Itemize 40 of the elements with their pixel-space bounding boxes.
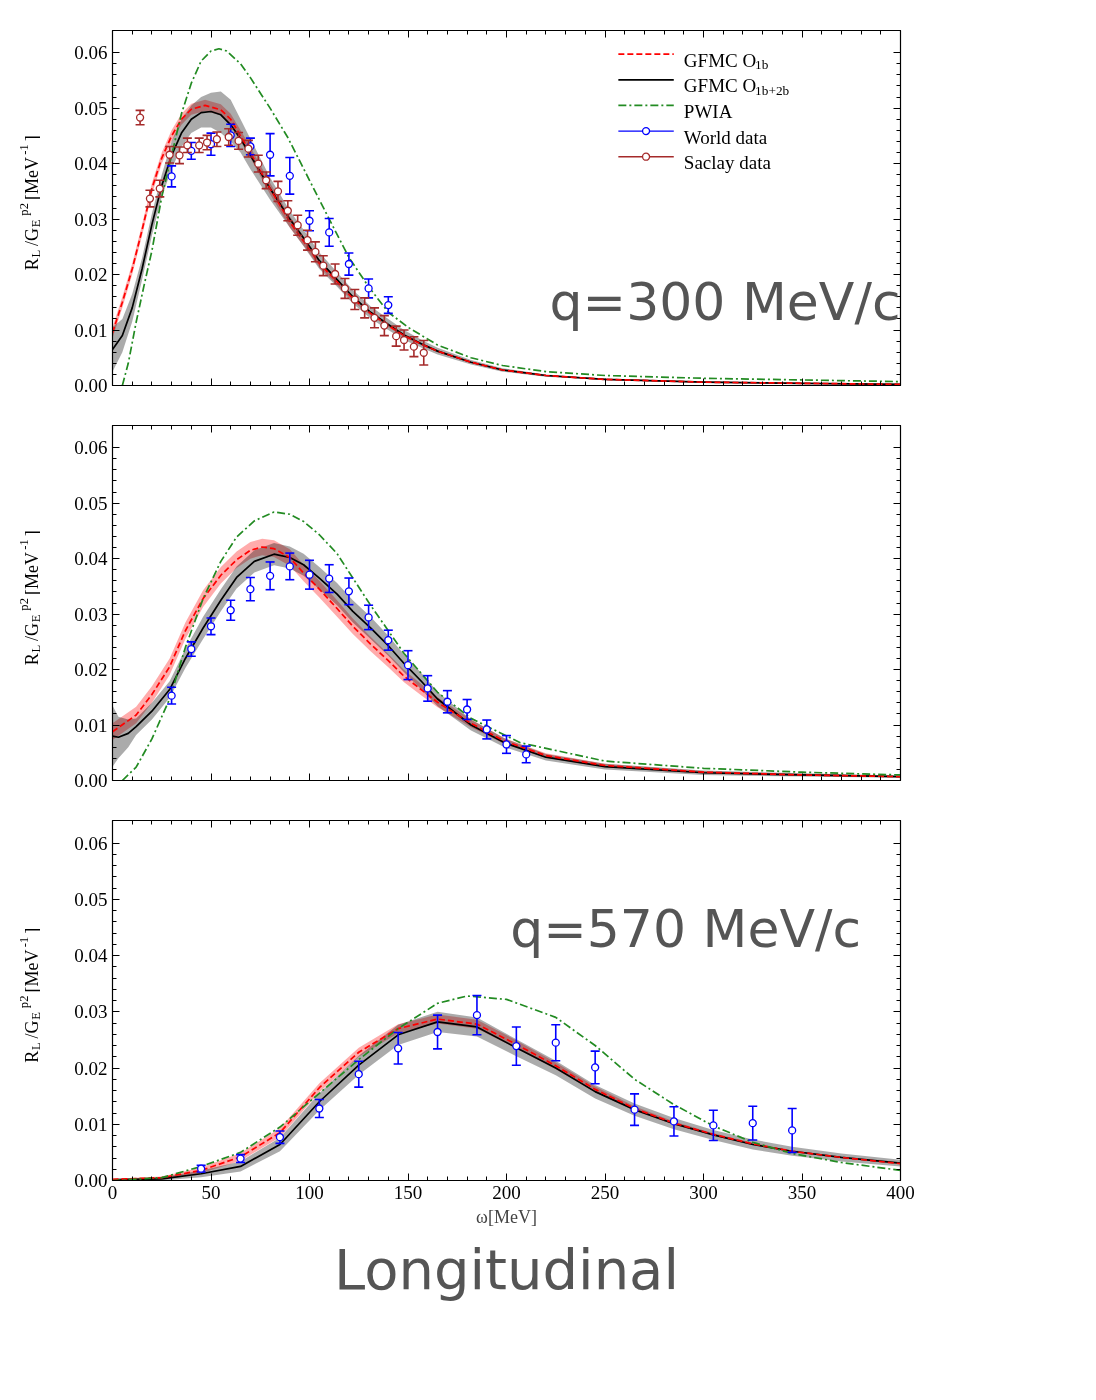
y-tick-label: 0.04 (74, 153, 108, 175)
annotation: q=300 MeV/c (549, 272, 901, 333)
x-tick-label: 300 (689, 1181, 718, 1203)
y-tick-label: 0.00 (74, 375, 108, 396)
y-tick-label: 0.03 (74, 1001, 108, 1023)
y-tick-label: 0.00 (74, 770, 108, 791)
y-tick-label: 0.03 (74, 208, 108, 230)
y-tick-label: 0.05 (74, 492, 108, 514)
y-axis-title: RL/GEp2 [MeV-1] (16, 530, 43, 666)
y-tick-label: 0.02 (74, 264, 108, 286)
legend-label: Saclay data (683, 152, 772, 174)
x-tick-label: 250 (590, 1181, 620, 1203)
y-tick-label: 0.06 (74, 437, 108, 459)
y-tick-label: 0.02 (74, 1057, 108, 1079)
y-tick-label: 0.04 (74, 548, 108, 570)
y-tick-label: 0.06 (74, 42, 108, 64)
y-tick-label: 0.01 (74, 319, 108, 341)
x-tick-label: 50 (201, 1181, 221, 1203)
text: Longitudinal (334, 1236, 679, 1302)
legend-label: PWIA (683, 100, 733, 122)
x-tick-label: 400 (886, 1181, 915, 1203)
y-tick-label: 0.04 (74, 945, 108, 966)
x-tick-label: 150 (393, 1181, 423, 1203)
x-tick-label: 0 (107, 1181, 118, 1203)
y-tick-label: 0.01 (74, 714, 108, 736)
y-tick-label: 0.02 (74, 659, 108, 681)
y-tick-label: 0.05 (74, 888, 108, 910)
y-tick-label: 0.01 (74, 1113, 108, 1135)
y-tick-label: 0.03 (74, 603, 108, 625)
legend-label: World data (683, 126, 768, 148)
y-tick-label: 0.05 (74, 97, 108, 119)
x-tick-label: 100 (295, 1181, 324, 1203)
y-axis-title: RL/GEp2 [MeV-1] (16, 927, 43, 1063)
x-tick-label: 200 (492, 1181, 521, 1203)
y-tick-label: 0.06 (74, 832, 108, 854)
y-axis-title: RL/GEp2 [MeV-1] (16, 135, 43, 271)
x-axis-title: ω[MeV] (476, 1206, 537, 1227)
x-tick-label: 350 (787, 1181, 817, 1203)
annotation: q=570 MeV/c (510, 899, 862, 960)
y-tick-label: 0.00 (74, 1170, 108, 1191)
